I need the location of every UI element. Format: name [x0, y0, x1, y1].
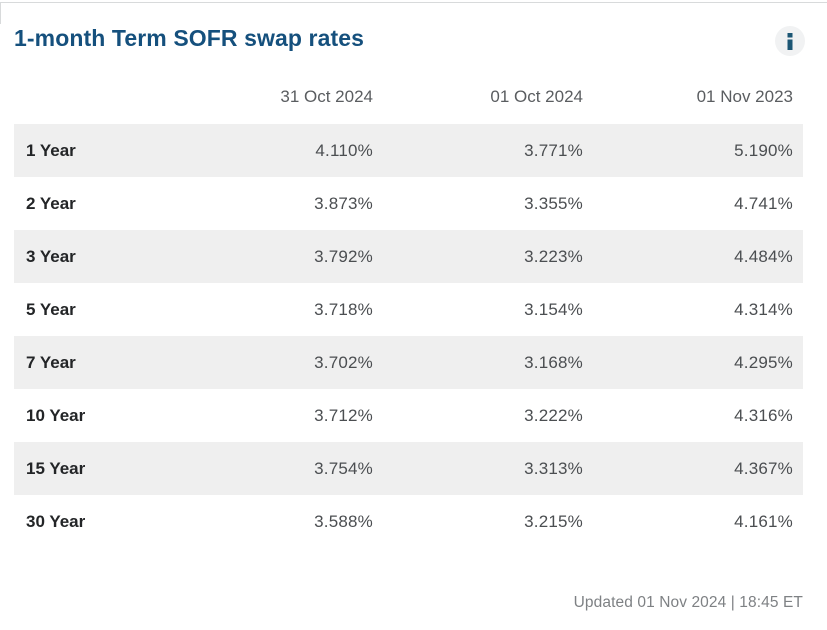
rate-value: 3.718%	[314, 299, 373, 319]
tenor-label: 5 Year	[26, 299, 76, 319]
rate-value: 4.295%	[593, 336, 803, 389]
swap-rates-table: 31 Oct 2024 01 Oct 2024 01 Nov 2023 1 Ye…	[14, 56, 803, 548]
rate-value: 4.314%	[734, 299, 793, 319]
info-button[interactable]	[775, 26, 805, 56]
info-icon	[787, 32, 793, 50]
tenor-column-header	[14, 56, 173, 124]
rates-table-body: 1 Year 4.110% 3.771% 5.190% 2 Year 3.873% 3.35…	[14, 124, 803, 548]
table-header-row: 31 Oct 2024 01 Oct 2024 01 Nov 2023	[14, 56, 803, 124]
table-row: 30 Year 3.588% 3.215% 4.161%	[14, 495, 803, 548]
tenor-label: 3 Year	[14, 230, 173, 283]
rate-value: 3.222%	[524, 405, 583, 425]
rate-value: 3.215%	[524, 511, 583, 531]
date-column-header-1: 31 Oct 2024	[280, 87, 373, 106]
date-column-header-3: 01 Nov 2023	[696, 87, 793, 106]
rate-value: 3.792%	[173, 230, 383, 283]
table-row: 7 Year 3.702% 3.168% 4.295%	[14, 336, 803, 389]
tenor-label: 7 Year	[14, 336, 173, 389]
date-column-header-2: 01 Oct 2024	[490, 87, 583, 106]
rate-value: 3.313%	[383, 442, 593, 495]
rate-value: 3.355%	[524, 193, 583, 213]
rate-value: 4.161%	[734, 511, 793, 531]
rate-value: 3.588%	[314, 511, 373, 531]
rate-value: 5.190%	[593, 124, 803, 177]
card-left-border	[0, 2, 1, 24]
card-top-border	[0, 2, 827, 3]
widget-header: 1-month Term SOFR swap rates	[0, 0, 827, 56]
rate-value: 3.712%	[314, 405, 373, 425]
table-row: 1 Year 4.110% 3.771% 5.190%	[14, 124, 803, 177]
tenor-label: 1 Year	[14, 124, 173, 177]
rate-value: 3.754%	[173, 442, 383, 495]
tenor-label: 30 Year	[26, 511, 86, 531]
tenor-label: 10 Year	[26, 405, 86, 425]
rate-value: 4.484%	[593, 230, 803, 283]
rate-value: 3.702%	[173, 336, 383, 389]
tenor-label: 15 Year	[14, 442, 173, 495]
rate-value: 4.316%	[734, 405, 793, 425]
updated-timestamp: Updated 01 Nov 2024 | 18:45 ET	[573, 594, 803, 611]
rate-value: 3.168%	[383, 336, 593, 389]
rate-value: 3.771%	[383, 124, 593, 177]
table-row: 5 Year 3.718% 3.154% 4.314%	[14, 283, 803, 336]
rate-value: 4.741%	[734, 193, 793, 213]
rate-value: 3.223%	[383, 230, 593, 283]
widget-title: 1-month Term SOFR swap rates	[14, 25, 365, 51]
tenor-label: 2 Year	[26, 193, 76, 213]
rate-value: 4.110%	[173, 124, 383, 177]
table-row: 10 Year 3.712% 3.222% 4.316%	[14, 389, 803, 442]
rate-value: 3.154%	[524, 299, 583, 319]
rate-value: 3.873%	[314, 193, 373, 213]
table-row: 15 Year 3.754% 3.313% 4.367%	[14, 442, 803, 495]
rate-value: 4.367%	[593, 442, 803, 495]
table-row: 2 Year 3.873% 3.355% 4.741%	[14, 177, 803, 230]
table-row: 3 Year 3.792% 3.223% 4.484%	[14, 230, 803, 283]
